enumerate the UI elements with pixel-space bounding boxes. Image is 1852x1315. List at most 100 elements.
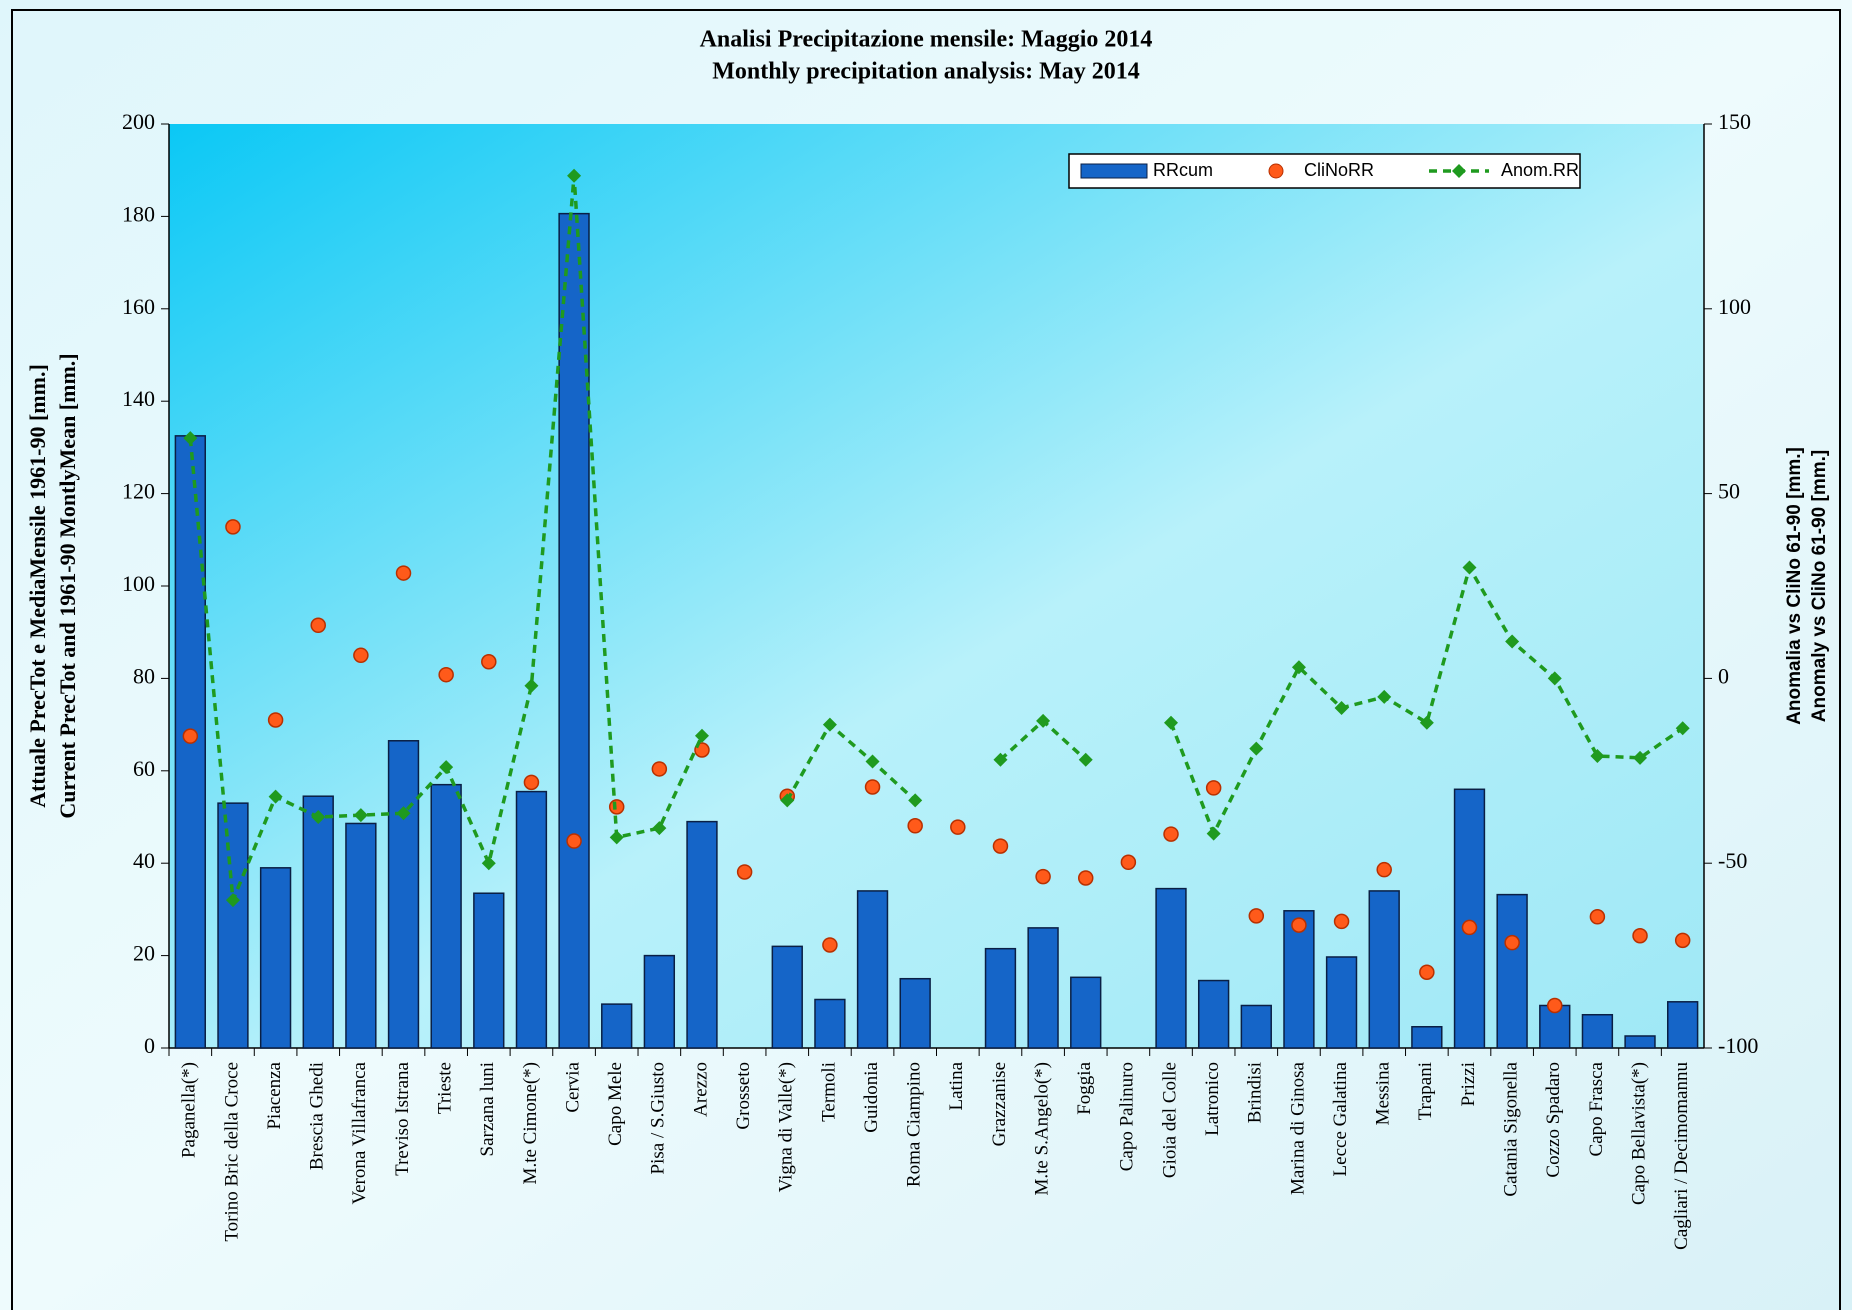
climate-dot [182, 728, 199, 744]
bar [1155, 887, 1187, 1049]
x-tick-label: Trieste [435, 1062, 456, 1114]
bar [899, 977, 931, 1049]
anomaly-marker [268, 789, 283, 804]
climate-dot [1333, 913, 1350, 930]
anomaly-marker [481, 856, 496, 871]
y-tick-label: 20 [133, 941, 155, 966]
anomaly-marker [1291, 660, 1306, 675]
anomaly-marker [1547, 671, 1562, 686]
anomaly-marker [652, 821, 667, 836]
climate-dot [736, 864, 753, 880]
x-tick-label: Latina [946, 1061, 967, 1110]
bar [1197, 979, 1230, 1049]
climate-dot [523, 774, 540, 791]
bar [1027, 927, 1059, 1049]
x-tick-label: Cervia [562, 1061, 583, 1112]
y-tick-label: 140 [122, 386, 155, 411]
x-tick-label: Lecce Galatina [1330, 1061, 1351, 1176]
climate-dot [651, 761, 668, 777]
anomaly-marker [865, 754, 880, 769]
legend-swatch [1268, 163, 1284, 179]
x-tick-label: Roma Ciampino [904, 1062, 925, 1187]
anomaly-marker [1419, 715, 1434, 730]
climate-dot [1077, 870, 1094, 886]
climate-dot [992, 838, 1009, 854]
anomaly-marker [1334, 700, 1349, 715]
climate-dot [950, 819, 966, 835]
x-tick-label: Vigna di Valle(*) [776, 1062, 797, 1192]
bar [1624, 1035, 1656, 1049]
bar [1325, 956, 1358, 1049]
bar [814, 998, 846, 1049]
climate-dot [225, 519, 241, 535]
anomaly-marker [396, 806, 411, 821]
climate-dot [481, 654, 497, 670]
legend-swatch [1452, 164, 1466, 178]
anomaly-marker [1078, 752, 1093, 767]
bar [1581, 1013, 1614, 1049]
anomaly-marker [694, 728, 709, 743]
x-tick-label: Marina di Ginosa [1287, 1061, 1308, 1195]
anomaly-marker [1633, 750, 1648, 765]
legend-label: Anom.RR [1501, 160, 1579, 180]
bar [387, 740, 420, 1049]
climate-dot [310, 617, 326, 634]
x-tick-label: M.te Cimone(*) [520, 1062, 541, 1184]
y-tick-label: 180 [122, 201, 155, 226]
bar [1411, 1025, 1443, 1049]
bar [856, 890, 889, 1049]
x-tick-label: Foggia [1074, 1061, 1095, 1114]
bar [1453, 788, 1486, 1049]
climate-dot [1120, 854, 1137, 871]
bar [345, 822, 377, 1049]
x-tick-label: Grosseto [733, 1062, 754, 1130]
y-tick-label: 0 [144, 1033, 155, 1058]
y2-tick-label: -100 [1718, 1033, 1758, 1058]
y-tick-label: 120 [122, 479, 155, 504]
climate-dot [353, 647, 369, 664]
climate-dot [1589, 909, 1606, 925]
bar [1070, 976, 1102, 1049]
bar [601, 1003, 633, 1049]
climate-dot [267, 712, 284, 728]
anomaly-marker [225, 893, 240, 908]
y-axis-label: Attuale PrecTot e MediaMensile 1961-90 [… [25, 364, 50, 808]
anomaly-marker [822, 717, 837, 732]
y2-axis-label: Anomaly vs CliNo 61-90 [mm.] [1809, 450, 1830, 722]
climate-dot [438, 666, 454, 683]
bar [217, 802, 249, 1049]
bar [302, 795, 334, 1049]
x-tick-label: Catania Sigonella [1500, 1061, 1521, 1196]
y-tick-label: 60 [133, 756, 155, 781]
x-tick-label: Capo Palinuro [1117, 1062, 1138, 1171]
x-tick-label: Brescia Ghedi [307, 1062, 328, 1170]
x-tick-label: Paganella(*) [179, 1062, 200, 1158]
bar [686, 820, 718, 1049]
x-tick-label: M.te S.Angelo(*) [1031, 1062, 1052, 1196]
climate-dot [907, 818, 923, 834]
x-tick-label: Brindisi [1245, 1062, 1266, 1123]
x-tick-label: Gioia del Colle [1159, 1062, 1180, 1178]
climate-dot [1376, 861, 1392, 878]
x-tick-label: Trapani [1415, 1062, 1436, 1120]
climate-dot [566, 833, 582, 849]
anomaly-marker [1675, 721, 1690, 736]
anomaly-marker [183, 431, 198, 446]
y2-tick-label: 50 [1718, 479, 1740, 504]
climate-dot [1547, 997, 1563, 1014]
anomaly-marker [439, 760, 454, 775]
bar [473, 892, 505, 1049]
x-tick-label: Cozzo Spadaro [1543, 1062, 1564, 1178]
x-tick-label: Latronico [1202, 1062, 1223, 1136]
climate-dot [1248, 908, 1265, 924]
climate-dot [395, 565, 412, 581]
anomaly-marker [567, 168, 582, 183]
climate-dot [1205, 780, 1222, 796]
x-tick-label: Capo Mele [605, 1062, 626, 1146]
bar [515, 790, 548, 1049]
anomaly-marker [908, 793, 923, 808]
y-axis-label: Current PrecTot and 1961-90 MontlyMean [… [55, 353, 80, 818]
x-tick-label: Guidonia [861, 1061, 882, 1132]
bar [643, 954, 676, 1049]
climate-dot [1632, 927, 1648, 944]
